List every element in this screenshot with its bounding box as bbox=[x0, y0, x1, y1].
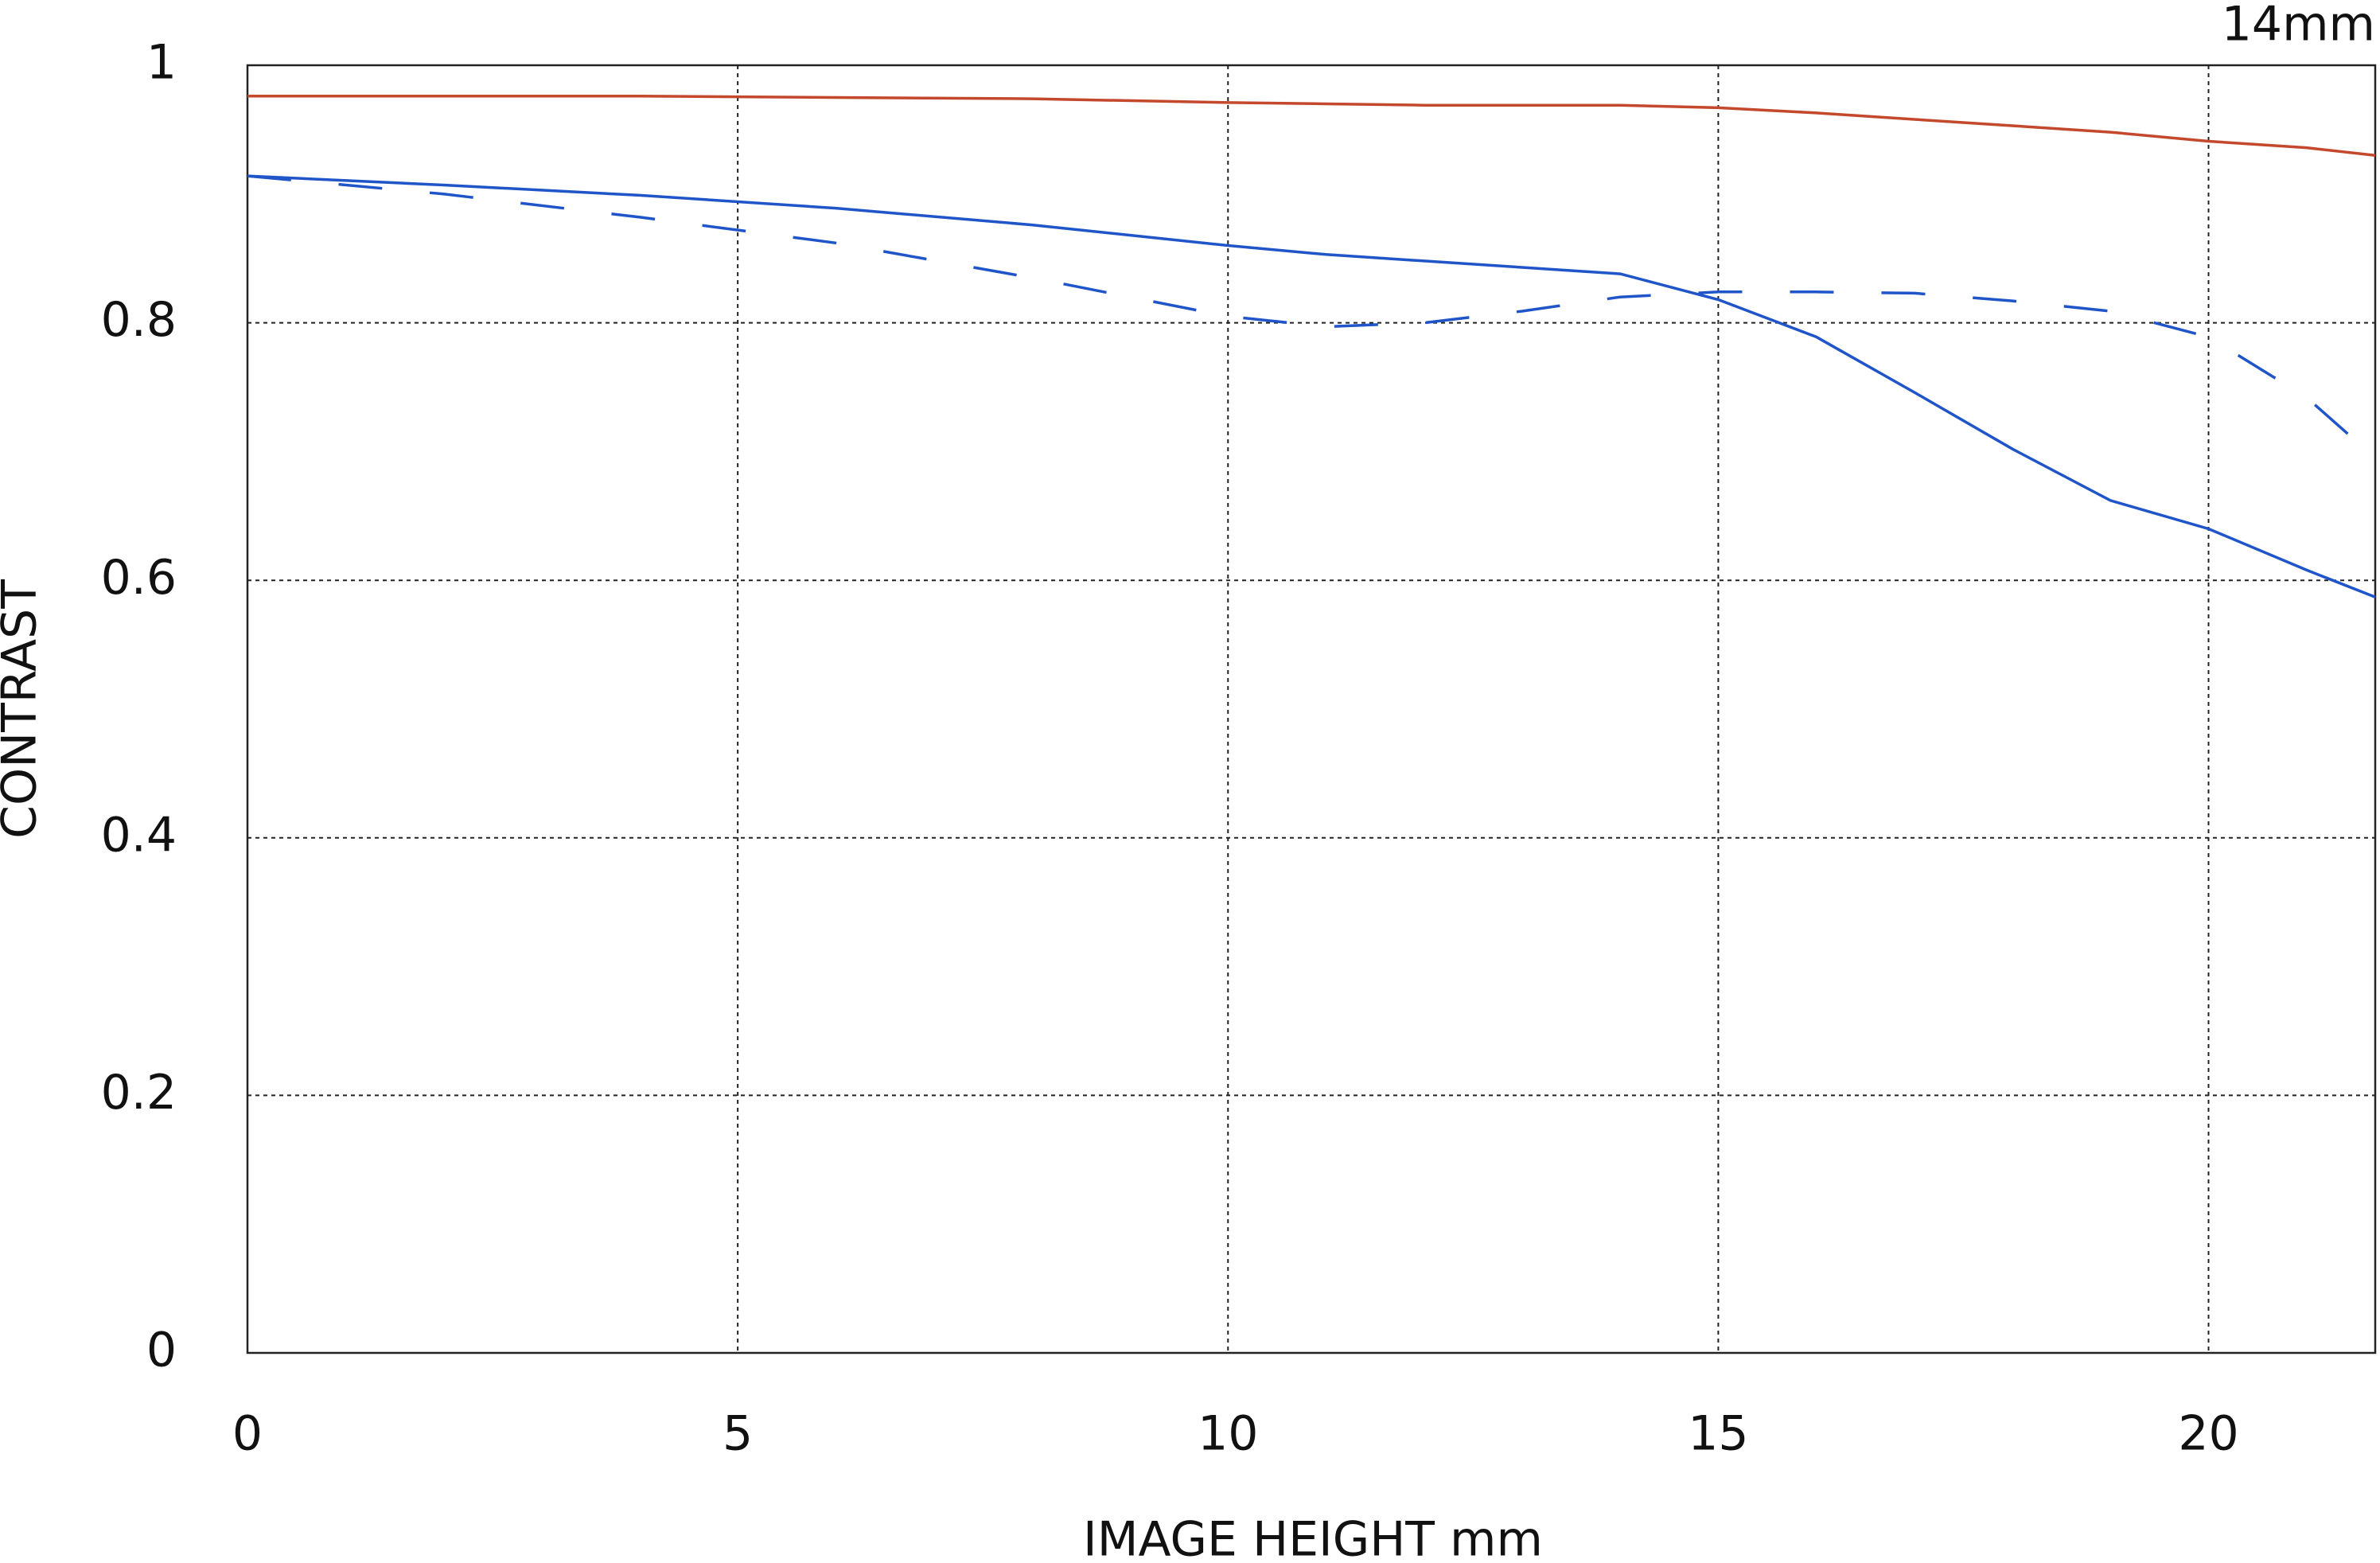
series-line bbox=[247, 174, 2377, 459]
x-axis-label: IMAGE HEIGHT mm bbox=[1083, 1512, 1543, 1563]
y-axis-label: CONTRAST bbox=[0, 579, 48, 839]
y-tick-label: 0.4 bbox=[101, 807, 177, 863]
series-line bbox=[247, 95, 2376, 158]
y-tick-label: 0.8 bbox=[101, 292, 177, 348]
x-tick-label: 15 bbox=[1688, 1406, 1748, 1462]
x-tick-label: 0 bbox=[232, 1406, 263, 1462]
chart-title: 14mm bbox=[2222, 0, 2375, 53]
y-tick-label: 0.2 bbox=[101, 1065, 177, 1121]
y-tick-label: 1 bbox=[146, 35, 177, 91]
series-line bbox=[247, 174, 2376, 598]
y-tick-label: 0 bbox=[146, 1323, 177, 1378]
x-tick-label: 5 bbox=[723, 1406, 753, 1462]
x-tick-label: 20 bbox=[2178, 1406, 2238, 1462]
x-tick-label: 10 bbox=[1198, 1406, 1258, 1462]
y-tick-label: 0.6 bbox=[101, 550, 177, 606]
plot-frame bbox=[246, 64, 2377, 1354]
